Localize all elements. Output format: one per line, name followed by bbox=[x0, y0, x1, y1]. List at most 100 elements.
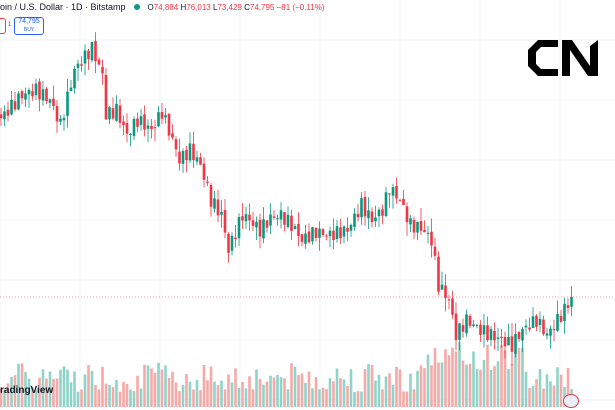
candle-body bbox=[314, 227, 318, 239]
volume-bar bbox=[437, 362, 440, 407]
candle-body bbox=[447, 299, 451, 301]
candle-body bbox=[45, 88, 48, 102]
buy-button[interactable]: 74,795 BUY bbox=[14, 17, 44, 35]
candle-body bbox=[486, 325, 489, 341]
volume-bar bbox=[178, 390, 181, 407]
symbol-title[interactable]: oin / U.S. Dollar · 1D · Bitstamp bbox=[0, 2, 126, 12]
candle-body bbox=[493, 330, 496, 341]
candle-body bbox=[409, 218, 412, 225]
volume-bar bbox=[535, 379, 538, 407]
volume-bar bbox=[150, 368, 153, 407]
volume-bar bbox=[27, 378, 31, 407]
volume-bar bbox=[517, 348, 521, 407]
volume-bar bbox=[416, 370, 419, 407]
candle-body bbox=[31, 91, 34, 97]
volume-bar bbox=[538, 369, 542, 407]
candle-body bbox=[496, 337, 500, 340]
candle-body bbox=[59, 118, 62, 122]
volume-bar bbox=[3, 389, 6, 407]
volume-bar bbox=[454, 351, 458, 407]
candle-body bbox=[139, 116, 143, 125]
volume-bar bbox=[440, 362, 444, 407]
candle-body bbox=[402, 198, 405, 205]
candle-body bbox=[353, 213, 356, 227]
candle-body bbox=[552, 328, 556, 330]
volume-bar bbox=[209, 366, 213, 407]
candle-body bbox=[213, 198, 216, 209]
volume-bar bbox=[360, 391, 363, 407]
volume-bar bbox=[6, 383, 10, 407]
candle-body bbox=[528, 327, 531, 330]
candle-body bbox=[398, 200, 402, 202]
volume-bar bbox=[160, 369, 164, 407]
volume-bar bbox=[531, 385, 535, 407]
candle-body bbox=[451, 298, 454, 315]
flag-icon[interactable] bbox=[563, 394, 579, 408]
candle-body bbox=[328, 230, 332, 237]
candle-body bbox=[66, 91, 69, 116]
volume-bar bbox=[199, 390, 202, 407]
candle-body bbox=[300, 234, 304, 242]
volume-bar bbox=[164, 365, 167, 407]
candle-body bbox=[111, 108, 115, 119]
volume-bar bbox=[157, 362, 160, 407]
volume-bar bbox=[265, 381, 269, 407]
volume-bar bbox=[269, 375, 272, 407]
candle-body bbox=[482, 325, 486, 335]
sell-button[interactable] bbox=[0, 18, 6, 34]
volume-bar bbox=[62, 366, 66, 407]
candle-body bbox=[356, 213, 360, 218]
volume-bar bbox=[426, 354, 430, 407]
volume-bar bbox=[339, 378, 342, 407]
candle-body bbox=[304, 233, 307, 244]
volume-bar bbox=[304, 383, 307, 407]
candle-body bbox=[391, 187, 395, 196]
candle-body bbox=[514, 334, 517, 354]
volume-bar bbox=[398, 369, 402, 407]
candle-body bbox=[430, 231, 433, 246]
candle-body bbox=[17, 93, 20, 110]
candle-body bbox=[339, 227, 342, 239]
candle-body bbox=[38, 81, 41, 100]
candle-body bbox=[234, 237, 237, 240]
candle-body bbox=[143, 114, 146, 130]
volume-bar bbox=[279, 377, 283, 407]
volume-bar bbox=[318, 389, 321, 407]
volume-bar bbox=[356, 391, 360, 407]
volume-bar bbox=[139, 388, 143, 407]
volume-bar bbox=[472, 351, 475, 407]
candle-body bbox=[290, 215, 293, 231]
candle-body bbox=[542, 319, 545, 335]
candle-body bbox=[227, 233, 230, 253]
candle-body bbox=[146, 125, 150, 129]
volume-bar bbox=[76, 391, 80, 407]
candle-body bbox=[136, 118, 139, 127]
volume-bar bbox=[293, 366, 297, 407]
volume-bar bbox=[192, 389, 195, 407]
volume-bar bbox=[38, 377, 41, 407]
volume-bar bbox=[125, 383, 129, 407]
volume-bar bbox=[412, 389, 416, 407]
candle-body bbox=[556, 313, 559, 331]
volume-bar bbox=[136, 375, 139, 407]
volume-bar bbox=[409, 373, 412, 407]
candle-body bbox=[27, 89, 31, 95]
volume-bar bbox=[342, 379, 346, 407]
volume-bar bbox=[451, 347, 454, 407]
volume-bar bbox=[507, 369, 510, 407]
volume-bar bbox=[171, 371, 174, 407]
candle-body bbox=[76, 63, 80, 68]
candle-body bbox=[199, 157, 202, 165]
candle-body bbox=[153, 127, 157, 129]
volume-bar bbox=[286, 389, 290, 407]
volume-bar bbox=[174, 382, 178, 407]
candle-body bbox=[384, 192, 388, 217]
volume-bar bbox=[69, 382, 73, 407]
volume-bar bbox=[332, 381, 335, 407]
volume-bar bbox=[468, 363, 472, 407]
candle-body bbox=[276, 218, 279, 220]
candle-body bbox=[388, 193, 391, 195]
volume-bar bbox=[346, 385, 349, 407]
volume-bar bbox=[297, 374, 300, 407]
